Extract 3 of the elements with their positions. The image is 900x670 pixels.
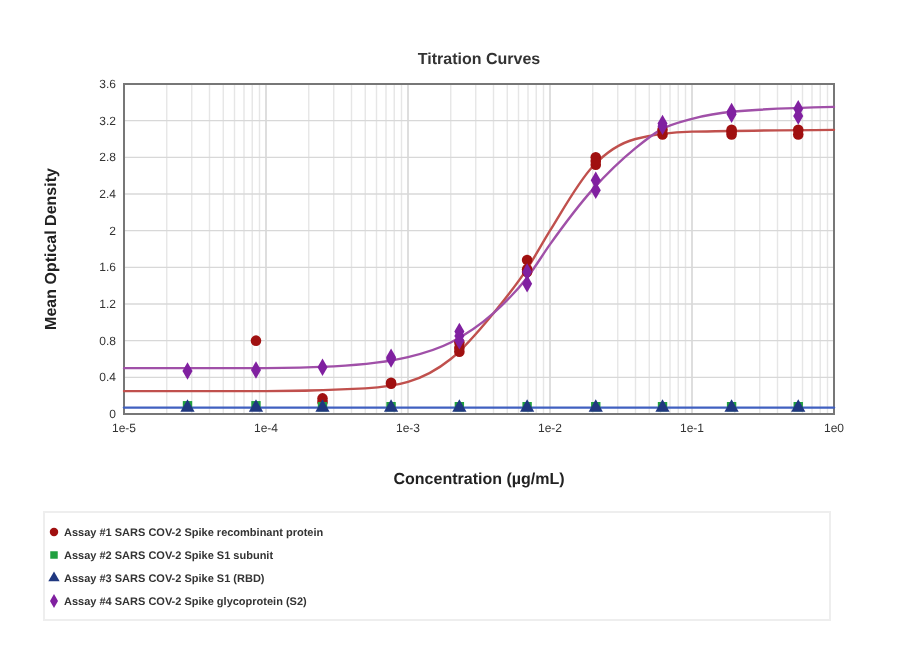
- x-axis-title: Concentration (µg/mL): [393, 470, 566, 488]
- chart-title: Titration Curves: [417, 50, 542, 68]
- y-axis-title: Mean Optical Density: [42, 167, 60, 330]
